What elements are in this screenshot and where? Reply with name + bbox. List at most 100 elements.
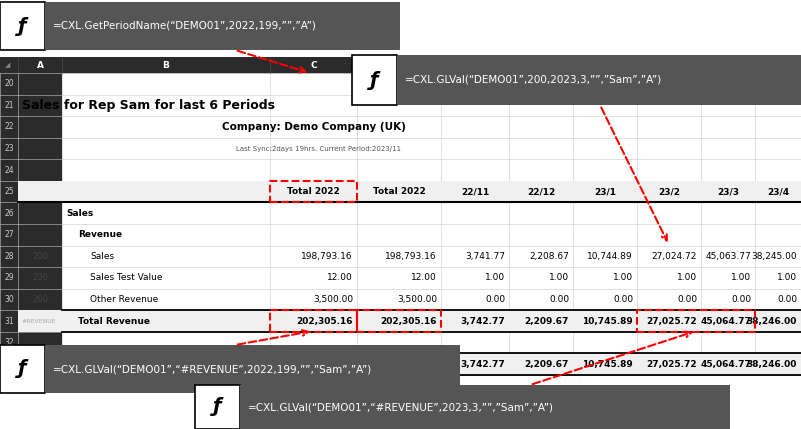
Text: ƒ: ƒ	[370, 70, 379, 90]
Text: 2,209.67: 2,209.67	[525, 317, 569, 326]
Text: 27,025.72: 27,025.72	[646, 317, 697, 326]
Text: ƒ: ƒ	[18, 16, 26, 36]
FancyBboxPatch shape	[240, 385, 730, 429]
Text: 21: 21	[4, 101, 14, 110]
Text: 32: 32	[4, 338, 14, 347]
Text: 0.00: 0.00	[677, 295, 697, 304]
Text: 12.00: 12.00	[328, 273, 353, 282]
Text: 3,742.77: 3,742.77	[461, 360, 505, 369]
Text: 24: 24	[4, 166, 14, 175]
Text: 3,741.77: 3,741.77	[465, 252, 505, 261]
Text: 10,745.89: 10,745.89	[582, 317, 633, 326]
Text: 26: 26	[4, 209, 14, 218]
Text: Revenue: Revenue	[78, 230, 122, 239]
Text: E: E	[472, 60, 478, 69]
Text: 27: 27	[4, 230, 14, 239]
Text: #cTotalSales: #cTotalSales	[22, 362, 62, 367]
Text: Total 2022: Total 2022	[372, 187, 425, 196]
Text: 0.00: 0.00	[549, 295, 569, 304]
Text: 33: 33	[4, 360, 14, 369]
FancyBboxPatch shape	[195, 385, 240, 429]
Text: Other Revenue: Other Revenue	[90, 295, 159, 304]
Text: B: B	[163, 60, 170, 69]
Text: =CXL.GetPeriodName(“DEMO01”,2022,199,””,”A”): =CXL.GetPeriodName(“DEMO01”,2022,199,””,…	[53, 21, 317, 31]
Text: =CXL.GLVal(“DEMO01”,“#REVENUE”,2022,199,””,”Sam”,”A”): =CXL.GLVal(“DEMO01”,“#REVENUE”,2022,199,…	[53, 364, 372, 374]
Text: 2,209.67: 2,209.67	[525, 360, 569, 369]
FancyBboxPatch shape	[0, 345, 45, 393]
Text: 1.00: 1.00	[777, 273, 797, 282]
FancyBboxPatch shape	[397, 55, 801, 105]
Text: Last Sync:2days 19hrs. Current Period:2023/11: Last Sync:2days 19hrs. Current Period:20…	[236, 145, 401, 151]
Text: 1.00: 1.00	[549, 273, 569, 282]
FancyBboxPatch shape	[0, 57, 801, 73]
Text: =CXL.GLVal(“DEMO01”,“#REVENUE”,2023,3,””,”Sam”,”A”): =CXL.GLVal(“DEMO01”,“#REVENUE”,2023,3,””…	[248, 402, 554, 412]
FancyBboxPatch shape	[45, 2, 400, 50]
FancyBboxPatch shape	[18, 353, 801, 375]
Text: ƒ: ƒ	[18, 360, 26, 378]
Text: Total 2022: Total 2022	[287, 187, 340, 196]
Text: 45,064.77: 45,064.77	[700, 317, 751, 326]
Text: 23: 23	[4, 144, 14, 153]
Text: H: H	[665, 60, 673, 69]
Text: 23/2: 23/2	[658, 187, 680, 196]
Text: 38,246.00: 38,246.00	[747, 317, 797, 326]
Text: #REVENUE: #REVENUE	[22, 319, 57, 323]
Text: 198,793.16: 198,793.16	[385, 252, 437, 261]
Text: ƒ: ƒ	[213, 398, 222, 417]
FancyBboxPatch shape	[45, 345, 460, 393]
Text: G: G	[602, 60, 609, 69]
FancyBboxPatch shape	[18, 181, 801, 202]
Text: 260: 260	[32, 295, 48, 304]
Text: 22: 22	[4, 122, 14, 131]
Text: 30: 30	[4, 295, 14, 304]
Text: 45,064.77: 45,064.77	[700, 360, 751, 369]
Text: ◢: ◢	[5, 62, 10, 68]
Text: 3,742.77: 3,742.77	[461, 317, 505, 326]
Text: Total Sales: Total Sales	[78, 360, 133, 369]
Text: 1.00: 1.00	[613, 273, 633, 282]
Text: 0.00: 0.00	[731, 295, 751, 304]
FancyBboxPatch shape	[0, 73, 801, 375]
Text: Sales: Sales	[66, 209, 93, 218]
Text: 20: 20	[4, 79, 14, 88]
Text: 202,305.16: 202,305.16	[296, 317, 353, 326]
Text: A: A	[37, 60, 43, 69]
Text: 200: 200	[32, 252, 48, 261]
Text: Sales: Sales	[90, 252, 114, 261]
Text: C: C	[310, 60, 317, 69]
Text: Total Revenue: Total Revenue	[78, 317, 150, 326]
Text: 25: 25	[4, 187, 14, 196]
Text: 23/4: 23/4	[767, 187, 789, 196]
FancyBboxPatch shape	[0, 73, 62, 375]
Text: D: D	[395, 60, 403, 69]
Text: 31: 31	[4, 317, 14, 326]
Text: 28: 28	[4, 252, 14, 261]
Text: 45,063.77: 45,063.77	[705, 252, 751, 261]
Text: 0.00: 0.00	[777, 295, 797, 304]
FancyBboxPatch shape	[352, 55, 397, 105]
Text: 0.00: 0.00	[485, 295, 505, 304]
Text: 22/11: 22/11	[461, 187, 489, 196]
Text: 0.00: 0.00	[613, 295, 633, 304]
Text: I: I	[727, 60, 730, 69]
Text: 22/12: 22/12	[527, 187, 555, 196]
Text: 202,305.16: 202,305.16	[296, 360, 353, 369]
Text: 27,024.72: 27,024.72	[652, 252, 697, 261]
Text: 38,245.00: 38,245.00	[751, 252, 797, 261]
Text: Company: Demo Company (UK): Company: Demo Company (UK)	[222, 122, 405, 132]
Text: 230: 230	[32, 273, 48, 282]
Text: 2,208.67: 2,208.67	[529, 252, 569, 261]
Text: F: F	[538, 60, 544, 69]
FancyBboxPatch shape	[18, 310, 801, 332]
Text: 29: 29	[4, 273, 14, 282]
Text: J: J	[776, 60, 779, 69]
Text: 198,793.16: 198,793.16	[301, 252, 353, 261]
Text: 23/3: 23/3	[717, 187, 739, 196]
Text: 202,305.16: 202,305.16	[380, 317, 437, 326]
Text: 202,305.16: 202,305.16	[380, 360, 437, 369]
Text: 3,500.00: 3,500.00	[313, 295, 353, 304]
Text: 3,500.00: 3,500.00	[396, 295, 437, 304]
Text: 23/1: 23/1	[594, 187, 616, 196]
Text: 12.00: 12.00	[411, 273, 437, 282]
Text: Sales for Rep Sam for last 6 Periods: Sales for Rep Sam for last 6 Periods	[22, 99, 275, 112]
